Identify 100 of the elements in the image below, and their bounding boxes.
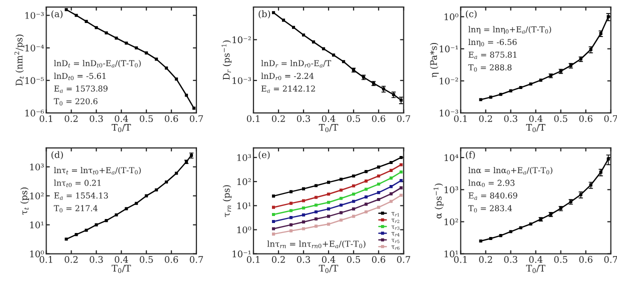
point	[332, 54, 336, 57]
point	[390, 168, 393, 172]
x-tick-label: 0.7	[397, 256, 410, 263]
x-tick-label: 0.6	[372, 256, 386, 263]
point	[74, 233, 78, 236]
point	[352, 192, 356, 196]
chart-title: (f)	[466, 151, 475, 160]
x-tick-label: 0.1	[454, 115, 467, 122]
point	[124, 42, 128, 45]
point	[289, 216, 293, 220]
point	[352, 184, 356, 188]
point	[519, 86, 522, 90]
annotation: T$_{0}$ = 220.6	[54, 98, 98, 106]
point	[272, 220, 276, 224]
point	[124, 207, 128, 210]
point	[327, 207, 330, 210]
point	[282, 18, 286, 22]
point	[292, 26, 296, 29]
point	[272, 212, 276, 216]
point	[164, 180, 168, 184]
y-tick-label: 10⁻⁴	[25, 44, 44, 52]
point	[390, 160, 393, 164]
point	[289, 202, 293, 205]
point	[327, 214, 330, 218]
point	[400, 170, 403, 174]
point	[314, 196, 318, 199]
y-tick-label: 10³	[444, 186, 458, 194]
annotation: E$_{a}$ = 875.81	[468, 52, 516, 59]
annotation: T$_{0}$ = 283.4	[468, 205, 512, 212]
point	[272, 227, 276, 230]
annotation: lnα = lnα$_{0}$+E$_{a}$/(T-T$_{0}$)	[468, 166, 552, 174]
point	[377, 206, 380, 209]
point	[272, 194, 276, 198]
point	[314, 184, 318, 188]
x-tick-label: 0.2	[64, 256, 78, 263]
chart-title: (e)	[258, 151, 270, 160]
point	[134, 202, 138, 205]
point	[289, 229, 293, 232]
y-axis-title: D$_{t}$ (nm$^{2}$/ps)	[14, 34, 24, 86]
x-tick-label: 0.6	[579, 256, 592, 263]
point	[340, 178, 343, 181]
x-tick-label: 0.4	[114, 115, 128, 122]
point	[289, 190, 293, 194]
x-tick-label: 0.6	[372, 115, 386, 122]
chart-title: (c)	[466, 10, 477, 18]
x-tick-label: 0.7	[190, 256, 203, 263]
point	[104, 219, 108, 222]
annotation: lnη = lnη$_{0}$+E$_{a}$/(T-T$_{0}$)	[468, 26, 552, 34]
point	[314, 217, 318, 220]
point	[322, 47, 326, 50]
y-tick-label: 10⁻⁵	[25, 77, 44, 84]
point	[364, 202, 368, 206]
point	[289, 209, 293, 212]
y-axis-title: τ$_{t}$ (ps)	[20, 188, 30, 215]
x-tick-label: 0.5	[554, 256, 568, 263]
point	[519, 226, 522, 230]
point	[144, 194, 148, 198]
text: lnτ$_{t}$ = lnτ$_{t0}$+E$_{a}$/(T-T$_{0}$)	[54, 166, 141, 174]
point	[327, 222, 330, 226]
y-tick-label: 10²	[444, 218, 458, 226]
point	[327, 180, 330, 184]
annotation: E$_{a}$ = 1573.89	[54, 85, 108, 93]
x-tick-label: 0.3	[90, 256, 103, 263]
point	[104, 31, 108, 34]
y-tick-label: 10³	[237, 154, 251, 162]
point	[509, 89, 512, 92]
point	[390, 200, 393, 203]
y-tick-label: 10⁻²	[232, 36, 251, 44]
annotation: lnτ$_{t0}$ = 0.21	[54, 180, 101, 188]
point	[154, 188, 158, 192]
x-axis-title: T$_{0}$/T	[112, 124, 131, 132]
text: lnD$_{t}$ = lnD$_{t0}$-E$_{a}$/(T-T$_{0}$)	[54, 60, 141, 68]
point	[342, 60, 346, 64]
y-tick-label: 10²	[30, 192, 44, 200]
annotation: T$_{0}$ = 288.8	[468, 64, 512, 72]
point	[364, 188, 368, 191]
point	[184, 94, 188, 97]
chart-title: (b)	[258, 10, 270, 18]
x-axis-title: T$_{0}$/T	[318, 124, 338, 132]
y-tick-label: 10⁰	[237, 226, 252, 234]
x-tick-label: 0.3	[90, 115, 103, 122]
point	[302, 199, 306, 202]
point	[390, 192, 393, 196]
x-tick-label: 0.1	[40, 256, 52, 263]
x-tick-label: 0.2	[479, 256, 492, 263]
point	[302, 220, 306, 224]
x-tick-label: 0.5	[140, 115, 153, 122]
x-tick-label: 0.6	[164, 115, 178, 122]
point	[364, 210, 368, 214]
x-tick-label: 0.5	[140, 256, 153, 263]
point	[377, 174, 380, 178]
point	[340, 211, 343, 214]
point	[390, 176, 393, 180]
point	[302, 33, 306, 37]
point	[529, 222, 532, 226]
annotation: E$_{a}$ = 2142.12	[261, 85, 315, 93]
x-tick-label: 0.2	[479, 115, 492, 122]
point	[489, 236, 492, 240]
x-axis-title: T$_{0}$/T	[526, 264, 546, 273]
point	[144, 51, 148, 54]
